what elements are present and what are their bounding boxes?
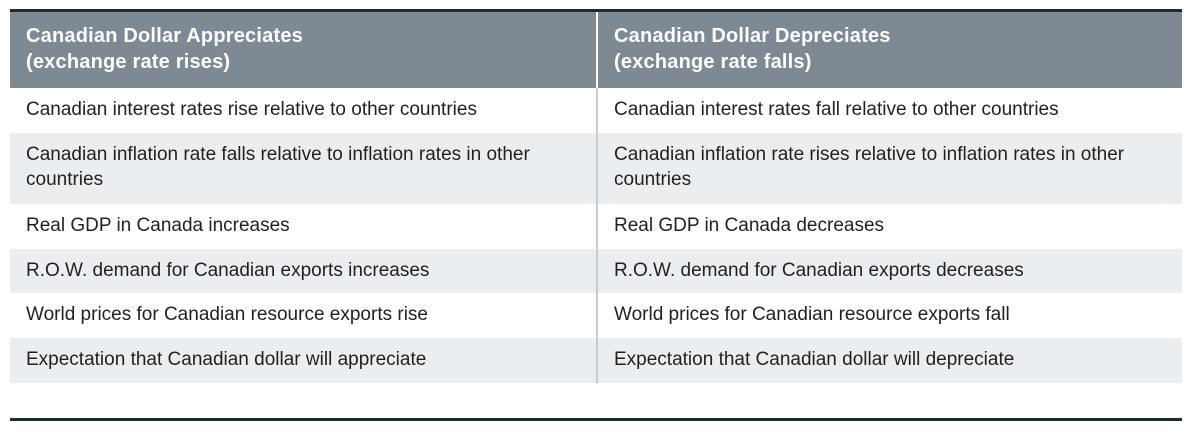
exchange-rate-comparison-table: Canadian Dollar Appreciates (exchange ra… xyxy=(10,9,1182,421)
header-title-appreciates: Canadian Dollar Appreciates xyxy=(26,25,303,47)
table-row-inflation: Canadian inflation rate falls relative t… xyxy=(10,133,1182,204)
cell-text: Canadian inflation rate falls relative t… xyxy=(26,144,530,191)
header-title-depreciates: Canadian Dollar Depreciates xyxy=(614,25,891,47)
cell-text: Canadian inflation rate rises relative t… xyxy=(614,144,1125,191)
cell-text: World prices for Canadian resource expor… xyxy=(26,304,428,326)
table-cell: Expectation that Canadian dollar will ap… xyxy=(10,338,596,383)
cell-text: Expectation that Canadian dollar will ap… xyxy=(26,348,427,370)
cell-text: Canadian interest rates rise relative to… xyxy=(26,98,477,120)
table-cell: R.O.W. demand for Canadian exports decre… xyxy=(596,248,1182,294)
table-cell: Canadian inflation rate rises relative t… xyxy=(596,133,1150,204)
table-cell: Real GDP in Canada decreases xyxy=(596,203,1182,249)
table-cell: Canadian interest rates fall relative to… xyxy=(596,87,1150,134)
header-cell-depreciates: Canadian Dollar Depreciates (exchange ra… xyxy=(596,12,1182,88)
table-cell: Canadian interest rates rise relative to… xyxy=(10,88,562,134)
cell-text: Real GDP in Canada decreases xyxy=(614,214,885,236)
table-cell: Expectation that Canadian dollar will de… xyxy=(596,337,1182,383)
table-cell: Canadian inflation rate falls relative t… xyxy=(10,133,562,203)
cell-text: Real GDP in Canada increases xyxy=(26,214,290,236)
table-row-expectation: Expectation that Canadian dollar will ap… xyxy=(10,337,1182,383)
cell-text: R.O.W. demand for Canadian exports incre… xyxy=(26,259,430,281)
cell-text: R.O.W. demand for Canadian exports decre… xyxy=(614,259,1024,281)
cell-text: Expectation that Canadian dollar will de… xyxy=(614,348,1015,370)
table-cell: Real GDP in Canada increases xyxy=(10,204,596,249)
table-header-row: Canadian Dollar Appreciates (exchange ra… xyxy=(10,12,1182,88)
header-subtitle-appreciates: (exchange rate rises) xyxy=(26,51,231,74)
table-cell: R.O.W. demand for Canadian exports incre… xyxy=(10,249,596,294)
cell-text: Canadian interest rates fall relative to… xyxy=(614,98,1059,120)
table-row-row-demand: R.O.W. demand for Canadian exports incre… xyxy=(10,248,1182,294)
table-row-real-gdp: Real GDP in Canada increases Real GDP in… xyxy=(10,203,1182,249)
table-row-interest-rates: Canadian interest rates rise relative to… xyxy=(10,87,1182,134)
cell-text: World prices for Canadian resource expor… xyxy=(614,304,1010,326)
table-cell: World prices for Canadian resource expor… xyxy=(10,293,596,338)
table-cell: World prices for Canadian resource expor… xyxy=(596,293,1182,338)
header-cell-appreciates: Canadian Dollar Appreciates (exchange ra… xyxy=(10,12,596,88)
table-row-world-prices: World prices for Canadian resource expor… xyxy=(10,293,1182,338)
header-subtitle-depreciates: (exchange rate falls) xyxy=(614,51,812,74)
